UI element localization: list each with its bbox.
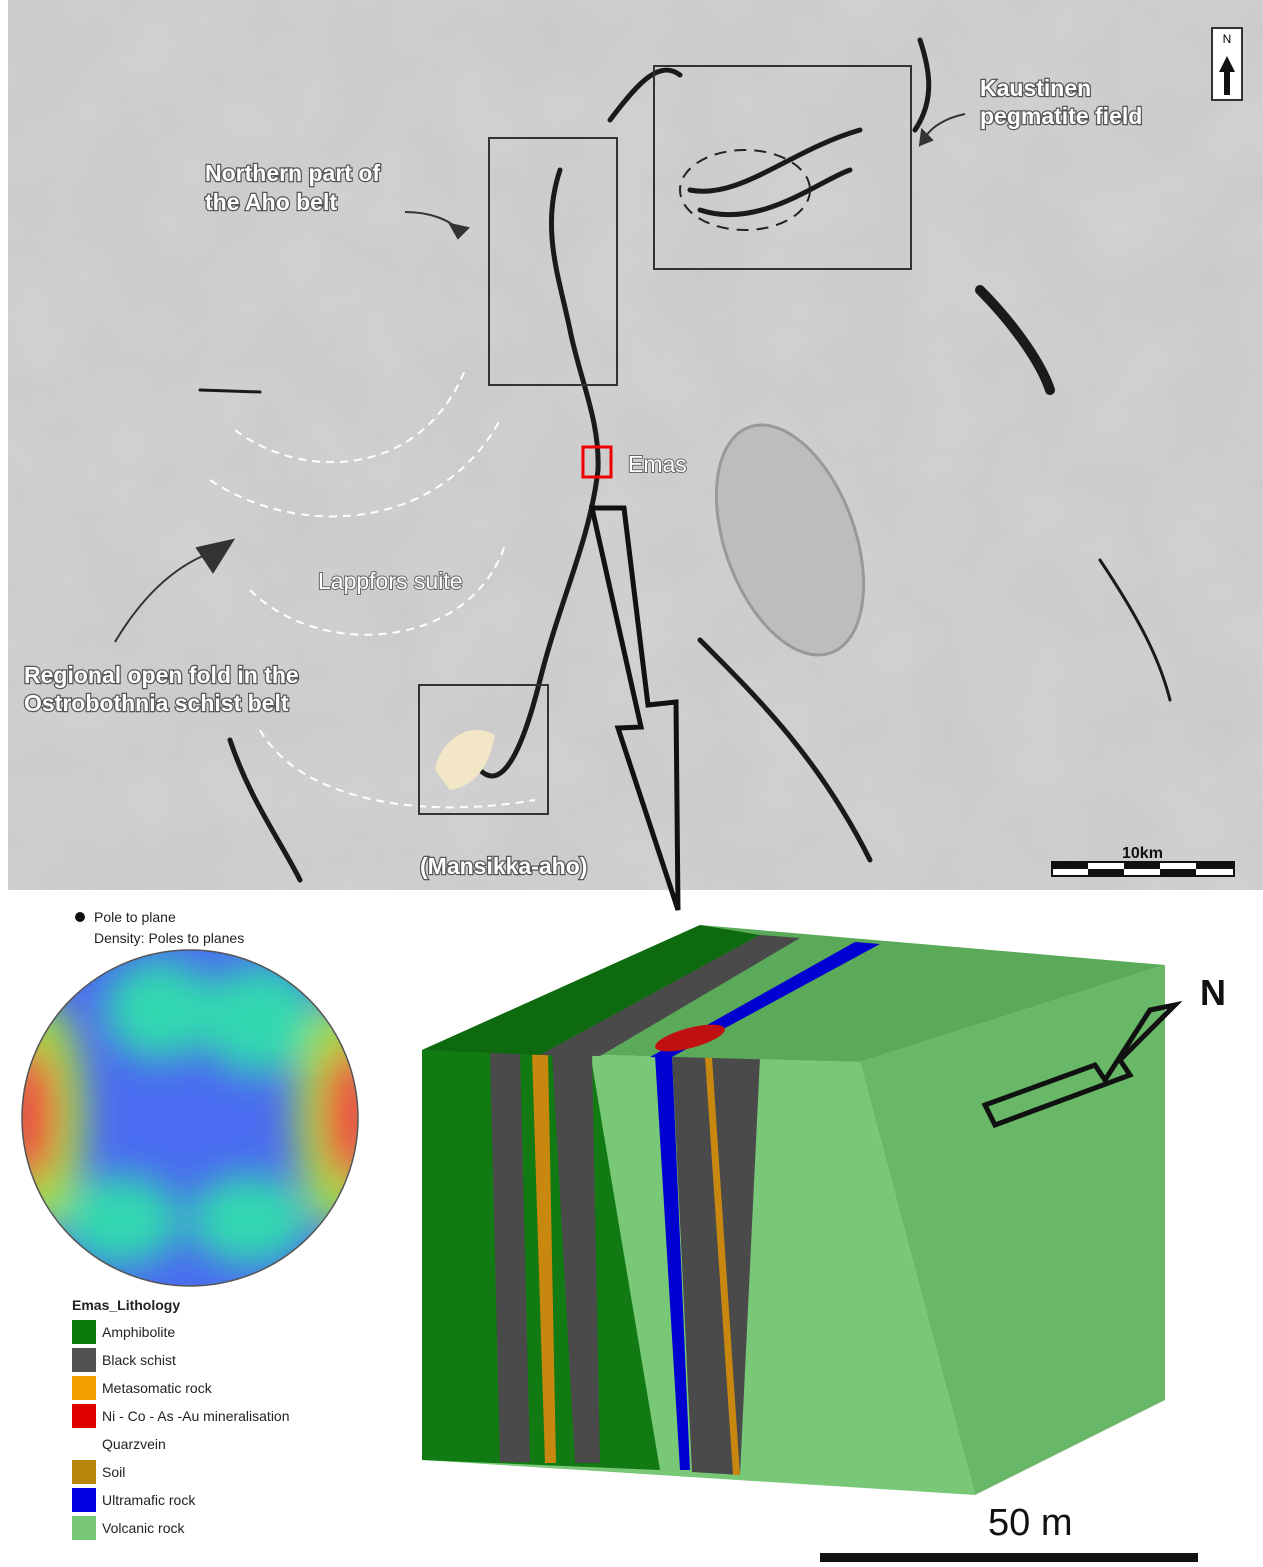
map-label: Regional open fold in the	[24, 662, 299, 688]
legend-swatch	[72, 1432, 96, 1456]
stereonet-legend: Pole to plane	[94, 909, 176, 925]
scale-bar	[1052, 862, 1234, 876]
stereonet: Pole to plane Density: Poles to planes	[0, 909, 385, 1288]
legend-label: Quarzvein	[102, 1436, 166, 1452]
legend-label: Ultramafic rock	[102, 1492, 196, 1508]
stereonet-legend: Density: Poles to planes	[94, 930, 244, 946]
legend-dot	[75, 912, 85, 922]
north-label: N	[1223, 32, 1232, 46]
block-model	[422, 925, 1175, 1495]
legend-title: Emas_Lithology	[72, 1297, 180, 1313]
map-label: (Mansikka-aho)	[420, 853, 587, 879]
legend-label: Amphibolite	[102, 1324, 175, 1340]
legend-swatch	[72, 1348, 96, 1372]
map-label: Emas	[628, 451, 687, 477]
map-texture	[8, 0, 1263, 890]
figure: N 10km Kaustinen pegmatite field Norther…	[0, 0, 1263, 1567]
map-label: Lappfors suite	[318, 568, 462, 594]
map-label: the Aho belt	[205, 189, 337, 215]
map: N 10km Kaustinen pegmatite field Norther…	[8, 0, 1263, 910]
map-label: Ostrobothnia schist belt	[24, 690, 289, 716]
legend-swatch	[72, 1404, 96, 1428]
map-label: Northern part of	[205, 160, 380, 186]
map-label: pegmatite field	[980, 103, 1142, 129]
legend-label: Volcanic rock	[102, 1520, 185, 1536]
legend-label: Soil	[102, 1464, 125, 1480]
scale-label: 10km	[1122, 845, 1163, 862]
legend-label: Black schist	[102, 1352, 176, 1368]
map-label: Kaustinen	[980, 75, 1091, 101]
block-scale-bar	[820, 1553, 1198, 1562]
legend-swatch	[72, 1320, 96, 1344]
legend-swatch	[72, 1488, 96, 1512]
block-north: N	[1200, 972, 1226, 1013]
legend-swatch	[72, 1460, 96, 1484]
legend: Amphibolite Black schist Metasomatic rock N…	[72, 1320, 290, 1540]
block-scale-label: 50 m	[988, 1502, 1072, 1544]
legend-label: Ni - Co - As -Au mineralisation	[102, 1408, 290, 1424]
legend-swatch	[72, 1516, 96, 1540]
legend-swatch	[72, 1376, 96, 1400]
legend-label: Metasomatic rock	[102, 1380, 213, 1396]
